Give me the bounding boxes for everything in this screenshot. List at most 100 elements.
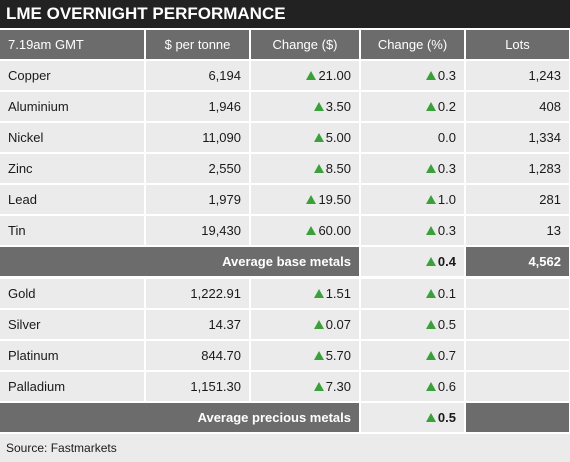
cell-text: 1,283 xyxy=(528,161,561,176)
cell-text: 0.07 xyxy=(325,317,351,332)
cell-text: 0.7 xyxy=(437,348,456,363)
cell-text: 0.0 xyxy=(437,130,456,145)
table-cell: 0.3 xyxy=(361,61,464,90)
average-lots: 4,562 xyxy=(466,247,569,276)
up-arrow xyxy=(425,257,436,266)
header-text: Change ($) xyxy=(272,37,338,52)
average-label-text: Average base metals xyxy=(222,254,351,269)
up-arrow xyxy=(313,164,324,173)
title: LME OVERNIGHT PERFORMANCE xyxy=(0,0,570,28)
table-cell: 14.37 xyxy=(146,310,249,339)
table-cell: 0.7 xyxy=(361,341,464,370)
table-cell: 1.51 xyxy=(251,279,359,308)
up-arrow xyxy=(425,102,436,111)
table-cell: 21.00 xyxy=(251,61,359,90)
up-arrow xyxy=(425,71,436,80)
up-arrow xyxy=(313,320,324,329)
table-cell xyxy=(466,279,569,308)
cell-text: 0.3 xyxy=(437,223,456,238)
table-cell xyxy=(466,341,569,370)
cell-text: 0.3 xyxy=(437,161,456,176)
table-cell: 844.70 xyxy=(146,341,249,370)
average-label: Average precious metals xyxy=(0,403,359,432)
table-cell: 1,151.30 xyxy=(146,372,249,401)
up-arrow xyxy=(313,351,324,360)
cell-text: 1,979 xyxy=(208,192,241,207)
table-cell: 11,090 xyxy=(146,123,249,152)
table-cell: 3.50 xyxy=(251,92,359,121)
cell-text: 6,194 xyxy=(208,68,241,83)
table-cell: 0.6 xyxy=(361,372,464,401)
table-cell: 1,222.91 xyxy=(146,279,249,308)
cell-text: 1,222.91 xyxy=(190,286,241,301)
table-cell: 19.50 xyxy=(251,185,359,214)
cell-text: Platinum xyxy=(8,348,59,363)
cell-text: 60.00 xyxy=(318,223,351,238)
up-arrow xyxy=(425,164,436,173)
table-cell: 0.07 xyxy=(251,310,359,339)
table-cell xyxy=(466,372,569,401)
table-cell: Lead xyxy=(0,185,144,214)
cell-text: 0.6 xyxy=(437,379,456,394)
cell-text: Lead xyxy=(8,192,37,207)
average-pct-text: 0.4 xyxy=(437,254,456,269)
table-cell: Platinum xyxy=(0,341,144,370)
column-header: Lots xyxy=(466,30,569,59)
up-arrow xyxy=(306,71,317,80)
average-change-pct: 0.5 xyxy=(361,403,464,432)
up-arrow xyxy=(425,382,436,391)
table-cell: Tin xyxy=(0,216,144,245)
table-cell: 0.1 xyxy=(361,279,464,308)
table-cell: 0.5 xyxy=(361,310,464,339)
cell-text: 19.50 xyxy=(318,192,351,207)
header-text: Change (%) xyxy=(377,37,448,52)
cell-text: 19,430 xyxy=(201,223,241,238)
up-arrow xyxy=(425,413,436,422)
cell-text: Gold xyxy=(8,286,36,301)
average-change-pct: 0.4 xyxy=(361,247,464,276)
cell-text: Zinc xyxy=(8,161,33,176)
cell-text: 1.51 xyxy=(325,286,351,301)
table-cell: 5.70 xyxy=(251,341,359,370)
table-cell: 5.00 xyxy=(251,123,359,152)
cell-text: 5.70 xyxy=(325,348,351,363)
cell-text: 0.1 xyxy=(437,286,456,301)
table-cell: 6,194 xyxy=(146,61,249,90)
cell-text: Palladium xyxy=(8,379,66,394)
table-cell: Gold xyxy=(0,279,144,308)
up-arrow xyxy=(306,226,317,235)
cell-text: 5.00 xyxy=(325,130,351,145)
cell-text: 1.0 xyxy=(437,192,456,207)
table-cell: 408 xyxy=(466,92,569,121)
cell-text: Tin xyxy=(8,223,26,238)
up-arrow xyxy=(425,289,436,298)
cell-text: 844.70 xyxy=(201,348,241,363)
cell-text: 1,334 xyxy=(528,130,561,145)
average-lots-text: 4,562 xyxy=(528,254,561,269)
column-header: $ per tonne xyxy=(146,30,249,59)
table-cell: 13 xyxy=(466,216,569,245)
average-label: Average base metals xyxy=(0,247,359,276)
table-cell: Zinc xyxy=(0,154,144,183)
cell-text: 13 xyxy=(546,223,561,238)
table-cell: Nickel xyxy=(0,123,144,152)
cell-text: 0.5 xyxy=(437,317,456,332)
average-pct-text: 0.5 xyxy=(437,410,456,425)
cell-text: 0.3 xyxy=(437,68,456,83)
cell-text: 1,946 xyxy=(208,99,241,114)
table-cell: 2,550 xyxy=(146,154,249,183)
column-header: 7.19am GMT xyxy=(0,30,144,59)
cell-text: Silver xyxy=(8,317,41,332)
cell-text: 21.00 xyxy=(318,68,351,83)
up-arrow xyxy=(306,195,317,204)
cell-text: 0.2 xyxy=(437,99,456,114)
up-arrow xyxy=(313,289,324,298)
table-cell: 19,430 xyxy=(146,216,249,245)
column-header: Change ($) xyxy=(251,30,359,59)
cell-text: 1,243 xyxy=(528,68,561,83)
header-text: $ per tonne xyxy=(164,37,231,52)
cell-text: 2,550 xyxy=(208,161,241,176)
cell-text: Aluminium xyxy=(8,99,69,114)
up-arrow xyxy=(313,382,324,391)
